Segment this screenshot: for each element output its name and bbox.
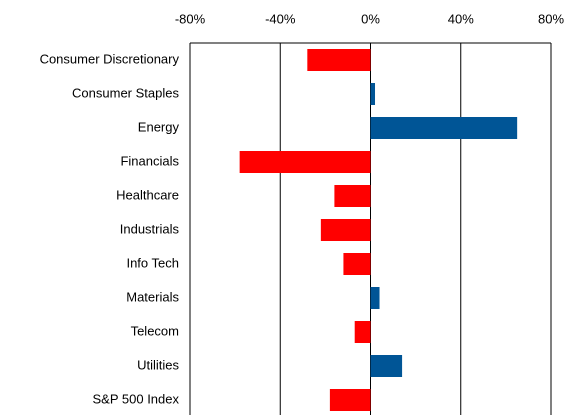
bar bbox=[239, 151, 371, 173]
y-tick-label: Materials bbox=[126, 289, 179, 304]
bar bbox=[370, 287, 380, 309]
y-tick-label: S&P 500 Index bbox=[93, 391, 180, 406]
x-tick-label: 0% bbox=[361, 11, 380, 26]
y-tick-label: Telecom bbox=[131, 323, 179, 338]
bar bbox=[370, 117, 518, 139]
y-tick-label: Consumer Staples bbox=[72, 85, 179, 100]
y-tick-label: Healthcare bbox=[116, 187, 179, 202]
bar bbox=[354, 321, 371, 343]
bar bbox=[307, 49, 371, 71]
x-tick-label: 80% bbox=[538, 11, 564, 26]
bar bbox=[370, 83, 376, 105]
bar bbox=[320, 219, 371, 241]
y-tick-label: Utilities bbox=[137, 357, 179, 372]
x-tick-label: -80% bbox=[175, 11, 206, 26]
x-tick-label: 40% bbox=[448, 11, 474, 26]
y-tick-label: Financials bbox=[120, 153, 179, 168]
bar bbox=[370, 355, 403, 377]
x-tick-label: -40% bbox=[265, 11, 296, 26]
bar bbox=[343, 253, 371, 275]
y-tick-label: Consumer Discretionary bbox=[40, 51, 180, 66]
y-tick-label: Energy bbox=[138, 119, 180, 134]
bar bbox=[329, 389, 371, 411]
y-tick-label: Industrials bbox=[120, 221, 180, 236]
bar bbox=[334, 185, 371, 207]
y-tick-label: Info Tech bbox=[126, 255, 179, 270]
